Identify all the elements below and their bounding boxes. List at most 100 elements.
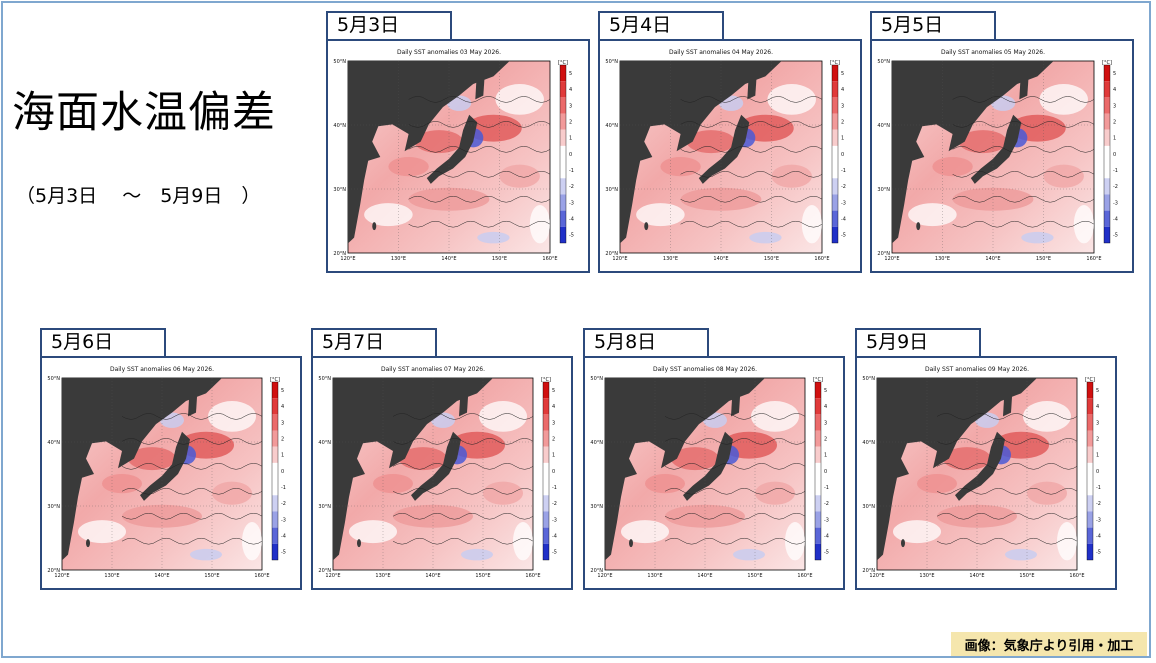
asia-landmass bbox=[877, 378, 1037, 561]
longitude-label: 130°E bbox=[935, 256, 950, 262]
neutral-anomaly-area bbox=[908, 203, 957, 227]
neutral-anomaly-area bbox=[636, 203, 685, 227]
sst-anomaly-map: Daily SST anomalies 06 May 2026. 50°N 40°N… bbox=[47, 366, 286, 579]
colorbar-segment bbox=[272, 495, 278, 512]
colorbar-tick-label: 2 bbox=[824, 436, 827, 442]
colorbar-tick-label: -2 bbox=[1113, 184, 1118, 190]
latitude-label: 30°N bbox=[877, 187, 890, 193]
colorbar-segment bbox=[543, 414, 549, 431]
taiwan-island bbox=[357, 539, 361, 548]
colorbar-tick-label: -4 bbox=[841, 217, 846, 223]
contour-line bbox=[408, 171, 551, 178]
colorbar-segment bbox=[272, 511, 278, 528]
map-title: Daily SST anomalies 08 May 2026. bbox=[653, 366, 757, 373]
colorbar-segment bbox=[1104, 81, 1110, 98]
neutral-anomaly-area bbox=[78, 520, 126, 544]
cool-anomaly-area bbox=[1005, 548, 1037, 561]
taiwan-island bbox=[372, 222, 377, 231]
longitude-label: 150°E bbox=[204, 573, 219, 579]
latitude-label: 20°N bbox=[862, 568, 875, 574]
colorbar-segment bbox=[1104, 178, 1110, 195]
longitude-label: 140°E bbox=[969, 573, 984, 579]
colorbar-segment bbox=[832, 210, 838, 227]
longitude-label: 150°E bbox=[747, 573, 762, 579]
taiwan-island bbox=[644, 222, 649, 231]
colorbar-segment bbox=[560, 178, 566, 195]
colorbar-tick-label: -1 bbox=[1096, 485, 1101, 491]
longitude-label: 150°E bbox=[492, 256, 507, 262]
colorbar-segment bbox=[272, 527, 278, 544]
longitude-label: 160°E bbox=[1086, 256, 1101, 262]
sst-map-panel: Daily SST anomalies 08 May 2026. 50°N 40°N… bbox=[583, 356, 845, 590]
neutral-anomaly-area bbox=[479, 401, 527, 432]
contour-line bbox=[392, 512, 534, 520]
colorbar-tick-label: 4 bbox=[569, 87, 572, 93]
sst-map-panel: Daily SST anomalies 04 May 2026. 50°N 40°N… bbox=[598, 39, 862, 273]
asia-landmass bbox=[62, 378, 222, 561]
colorbar-segment bbox=[1104, 226, 1110, 243]
colorbar-segment bbox=[1087, 511, 1093, 528]
longitude-label: 140°E bbox=[425, 573, 440, 579]
colorbar-tick-label: 4 bbox=[1113, 87, 1116, 93]
colorbar-tick-label: 2 bbox=[569, 119, 572, 125]
colorbar-tick-label: 1 bbox=[1113, 136, 1116, 142]
latitude-label: 40°N bbox=[47, 440, 60, 446]
colorbar-tick-label: -4 bbox=[824, 534, 829, 540]
colorbar-unit: [°C] bbox=[1102, 60, 1112, 66]
colorbar-segment bbox=[543, 527, 549, 544]
date-range: （5月3日 ～ 5月9日 ） bbox=[16, 185, 261, 207]
colorbar-tick-label: 4 bbox=[281, 404, 284, 410]
colorbar-tick-label: -5 bbox=[841, 233, 846, 239]
colorbar-tick-label: -3 bbox=[569, 200, 574, 206]
colorbar-segment bbox=[543, 511, 549, 528]
contour-line bbox=[936, 438, 1078, 445]
latitude-label: 50°N bbox=[47, 376, 60, 382]
contour-line bbox=[408, 220, 551, 228]
colorbar-segment bbox=[832, 97, 838, 114]
colorbar-segment bbox=[543, 446, 549, 463]
colorbar-segment bbox=[815, 479, 821, 496]
warm-anomaly-area bbox=[399, 447, 447, 471]
taiwan-island bbox=[86, 539, 90, 548]
warm-anomaly-area bbox=[771, 164, 812, 188]
contour-line bbox=[392, 488, 534, 495]
contour-line bbox=[121, 488, 263, 495]
longitude-label: 160°E bbox=[542, 256, 557, 262]
colorbar-tick-label: -2 bbox=[1096, 501, 1101, 507]
neutral-anomaly-area bbox=[893, 520, 941, 544]
latitude-label: 20°N bbox=[590, 568, 603, 574]
sst-map-panel: Daily SST anomalies 07 May 2026. 50°N 40°N… bbox=[311, 356, 573, 590]
colorbar-segment bbox=[1104, 97, 1110, 114]
longitude-label: 150°E bbox=[1036, 256, 1051, 262]
cool-anomaly-area bbox=[749, 231, 782, 244]
colorbar-tick-label: -4 bbox=[281, 534, 286, 540]
warm-anomaly-area bbox=[645, 474, 685, 494]
contour-line bbox=[936, 463, 1078, 470]
map-title: Daily SST anomalies 06 May 2026. bbox=[110, 366, 214, 373]
colorbar-outline bbox=[1086, 381, 1094, 561]
contour-line bbox=[680, 146, 823, 153]
neutral-anomaly-area bbox=[801, 205, 822, 244]
date-tab: 5月9日 bbox=[855, 328, 981, 356]
colorbar-segment bbox=[543, 479, 549, 496]
warm-anomaly-area bbox=[943, 447, 991, 471]
colorbar-tick-label: -4 bbox=[552, 534, 557, 540]
colorbar-tick-label: -4 bbox=[1113, 217, 1118, 223]
colorbar-segment bbox=[1104, 113, 1110, 130]
colorbar-tick-label: -2 bbox=[569, 184, 574, 190]
contour-line bbox=[121, 463, 263, 470]
sst-anomaly-map: Daily SST anomalies 04 May 2026. 50°N 40°N… bbox=[605, 49, 846, 262]
longitude-label: 130°E bbox=[663, 256, 678, 262]
colorbar-tick-label: -1 bbox=[841, 168, 846, 174]
map-title: Daily SST anomalies 07 May 2026. bbox=[381, 366, 485, 373]
colorbar-tick-label: 5 bbox=[824, 388, 827, 394]
colorbar-segment bbox=[815, 398, 821, 415]
latitude-label: 30°N bbox=[333, 187, 346, 193]
contour-line bbox=[952, 220, 1095, 228]
colorbar-tick-label: 3 bbox=[1096, 420, 1099, 426]
colorbar-segment bbox=[1104, 162, 1110, 179]
colorbar-tick-label: 3 bbox=[824, 420, 827, 426]
latitude-label: 40°N bbox=[862, 440, 875, 446]
japan-islands bbox=[955, 431, 1005, 501]
